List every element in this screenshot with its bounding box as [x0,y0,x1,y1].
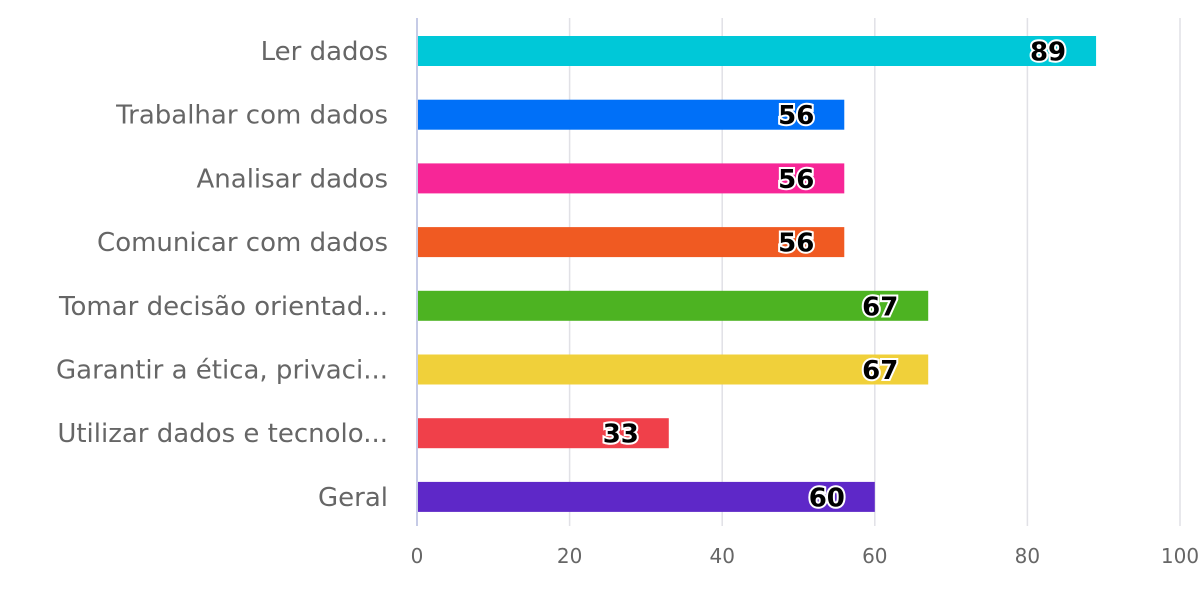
category-label: Tomar decisão orientad... [58,292,388,322]
category-label: Trabalhar com dados [115,101,388,131]
value-labels: 89 56 56 56 67 67 33 60 [601,36,1068,516]
bar [417,99,845,130]
bar [417,163,845,194]
bar [417,481,875,512]
bar [417,227,845,258]
value-label: 67 [862,292,898,322]
x-tick-label: 80 [1015,544,1040,568]
bar [417,354,929,385]
x-tick-label: 20 [557,544,582,568]
value-label: 56 [778,101,814,131]
value-label: 56 [778,229,814,259]
category-label: Analisar dados [197,164,388,194]
bar [417,418,669,449]
value-label: 89 [1030,38,1066,68]
bar [417,290,929,321]
category-label: Utilizar dados e tecnolo... [57,419,388,449]
category-label: Ler dados [261,37,388,67]
bar [417,36,1097,66]
bars [417,36,1097,512]
x-tick-label: 100 [1161,544,1199,568]
value-label: 60 [809,483,845,513]
value-label: 33 [603,420,639,450]
value-label: 56 [778,165,814,195]
category-label: Garantir a ética, privaci... [56,356,388,386]
x-tick-labels: 0 20 40 60 80 100 [411,544,1199,568]
x-tick-label: 60 [862,544,887,568]
category-labels: Ler dados Trabalhar com dados Analisar dad… [56,37,388,513]
value-label: 67 [862,356,898,386]
category-label: Comunicar com dados [97,228,388,258]
x-tick-label: 0 [411,544,424,568]
category-label: Geral [318,483,388,513]
grid-lines [568,18,1181,526]
x-tick-label: 40 [709,544,734,568]
